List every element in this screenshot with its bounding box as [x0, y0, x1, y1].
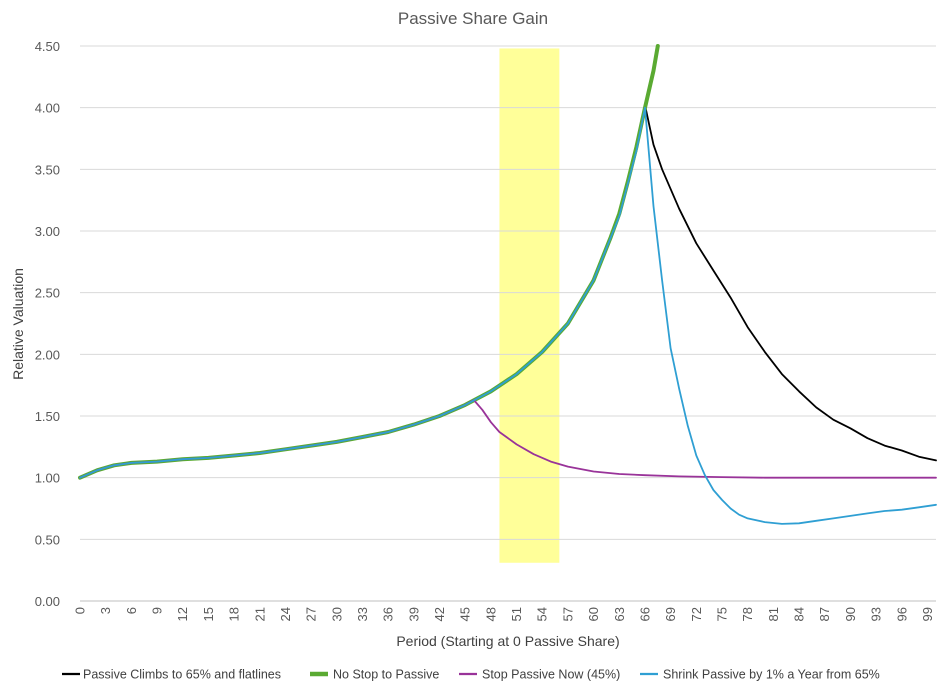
y-tick-label: 1.50 — [35, 409, 60, 424]
y-tick-label: 3.00 — [35, 224, 60, 239]
x-tick-label: 9 — [150, 607, 165, 614]
y-tick-label: 2.00 — [35, 347, 60, 362]
x-tick-label: 96 — [894, 607, 909, 621]
x-tick-label: 36 — [381, 607, 396, 621]
y-tick-label: 4.50 — [35, 39, 60, 54]
x-tick-label: 3 — [98, 607, 113, 614]
x-tick-label: 39 — [406, 607, 421, 621]
y-tick-label: 0.00 — [35, 594, 60, 609]
y-axis-label: Relative Valuation — [10, 268, 26, 380]
x-tick-label: 72 — [689, 607, 704, 621]
x-tick-label: 45 — [458, 607, 473, 621]
y-tick-label: 1.00 — [35, 471, 60, 486]
x-tick-label: 21 — [252, 607, 267, 621]
x-tick-label: 99 — [920, 607, 935, 621]
x-tick-label: 87 — [817, 607, 832, 621]
series-line-3 — [79, 106, 937, 525]
x-tick-label: 93 — [869, 607, 884, 621]
x-tick-label: 75 — [715, 607, 730, 621]
y-axis-ticks: 0.00 0.50 1.00 1.50 2.00 2.50 3.00 3.50 4.00 4.50 — [35, 39, 60, 609]
y-tick-label: 3.50 — [35, 162, 60, 177]
x-tick-label: 90 — [843, 607, 858, 621]
x-tick-label: 42 — [432, 607, 447, 621]
y-tick-label: 0.50 — [35, 532, 60, 547]
legend: Passive Climbs to 65% and flatlines No St… — [62, 668, 880, 682]
x-axis-label: Period (Starting at 0 Passive Share) — [396, 633, 619, 649]
gridlines — [80, 45, 936, 602]
x-tick-label: 66 — [637, 607, 652, 621]
legend-label-2: Stop Passive Now (45%) — [482, 668, 620, 682]
x-tick-label: 78 — [740, 607, 755, 621]
x-tick-label: 18 — [227, 607, 242, 621]
x-axis-ticks: 0 3 6 9 12 15 18 21 24 27 30 33 36 39 42 45 48 51 54 57 60 63… — [73, 607, 935, 621]
chart-title: Passive Share Gain — [398, 9, 548, 28]
series-line-1 — [78, 44, 660, 480]
x-tick-label: 54 — [535, 607, 550, 621]
legend-label-1: No Stop to Passive — [333, 668, 439, 682]
x-tick-label: 60 — [586, 607, 601, 621]
x-tick-label: 6 — [124, 607, 139, 614]
highlight-band — [499, 48, 560, 563]
x-tick-label: 51 — [509, 607, 524, 621]
x-tick-label: 57 — [560, 607, 575, 621]
series-lines — [78, 44, 937, 525]
legend-label-3: Shrink Passive by 1% a Year from 65% — [663, 668, 880, 682]
x-tick-label: 81 — [766, 607, 781, 621]
legend-label-0: Passive Climbs to 65% and flatlines — [83, 668, 281, 682]
y-tick-label: 2.50 — [35, 286, 60, 301]
x-tick-label: 24 — [278, 607, 293, 621]
y-tick-label: 4.00 — [35, 101, 60, 116]
x-tick-label: 84 — [792, 607, 807, 621]
x-tick-label: 12 — [175, 607, 190, 621]
highlight-band-layer — [499, 48, 560, 563]
x-tick-label: 0 — [73, 607, 88, 614]
x-tick-label: 69 — [663, 607, 678, 621]
x-tick-label: 48 — [483, 607, 498, 621]
x-tick-label: 30 — [329, 607, 344, 621]
x-tick-label: 33 — [355, 607, 370, 621]
x-tick-label: 63 — [612, 607, 627, 621]
x-tick-label: 27 — [304, 607, 319, 621]
x-tick-label: 15 — [201, 607, 216, 621]
